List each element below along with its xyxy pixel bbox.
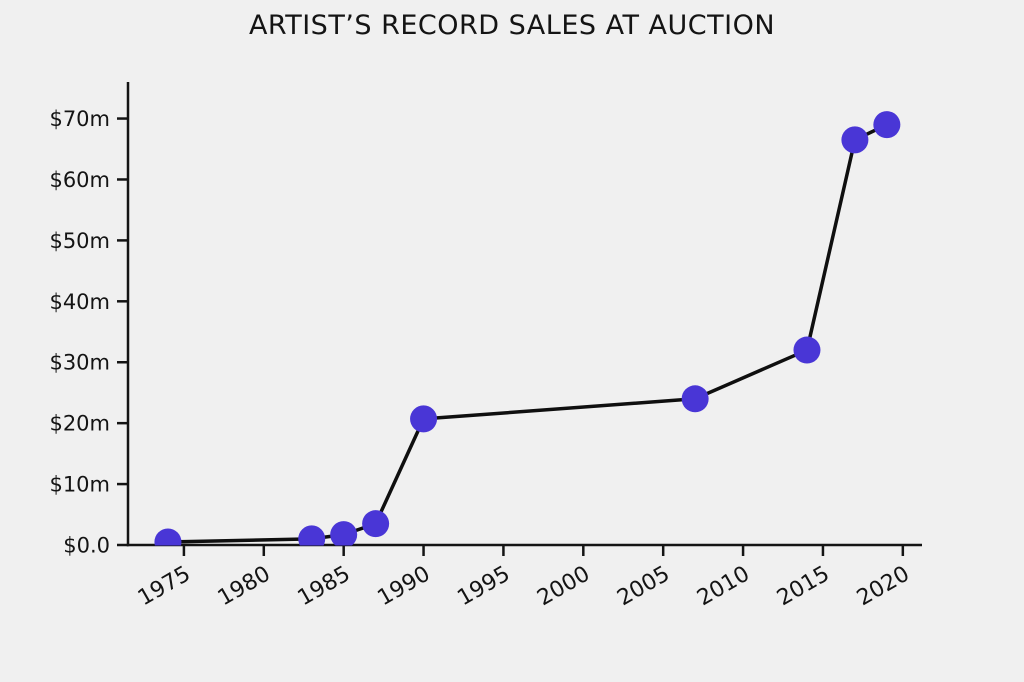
x-tick-label: 2005 <box>613 562 674 612</box>
y-tick-label: $50m <box>49 229 110 253</box>
data-point <box>681 385 709 413</box>
y-tick-label: $10m <box>49 473 110 497</box>
data-series <box>154 111 901 546</box>
x-tick-label: 1985 <box>294 562 355 612</box>
x-tick-label: 1975 <box>134 562 195 612</box>
data-point <box>330 521 358 546</box>
y-tick-label: $20m <box>49 412 110 436</box>
data-point <box>154 528 182 546</box>
x-tick-label: 2015 <box>773 562 834 612</box>
data-point <box>410 405 438 433</box>
y-tick-label: $40m <box>49 290 110 314</box>
y-tick-label: $0.0 <box>63 534 110 558</box>
x-tick-label: 1980 <box>214 562 275 612</box>
data-point <box>841 126 869 154</box>
x-tick-label: 2020 <box>853 562 914 612</box>
data-point <box>298 525 326 546</box>
y-tick-label: $70m <box>49 107 110 131</box>
chart-title: ARTIST’S RECORD SALES AT AUCTION <box>248 10 776 41</box>
data-point <box>873 111 901 139</box>
y-tick-label: $60m <box>49 168 110 192</box>
data-line <box>166 122 889 544</box>
x-tick-label: 2010 <box>693 562 754 612</box>
data-point <box>362 510 390 538</box>
data-point <box>793 336 821 364</box>
x-tick-label: 1990 <box>374 562 435 612</box>
x-tick-label: 1995 <box>453 562 514 612</box>
x-tick-label: 2000 <box>533 562 594 612</box>
y-tick-label: $30m <box>49 351 110 375</box>
